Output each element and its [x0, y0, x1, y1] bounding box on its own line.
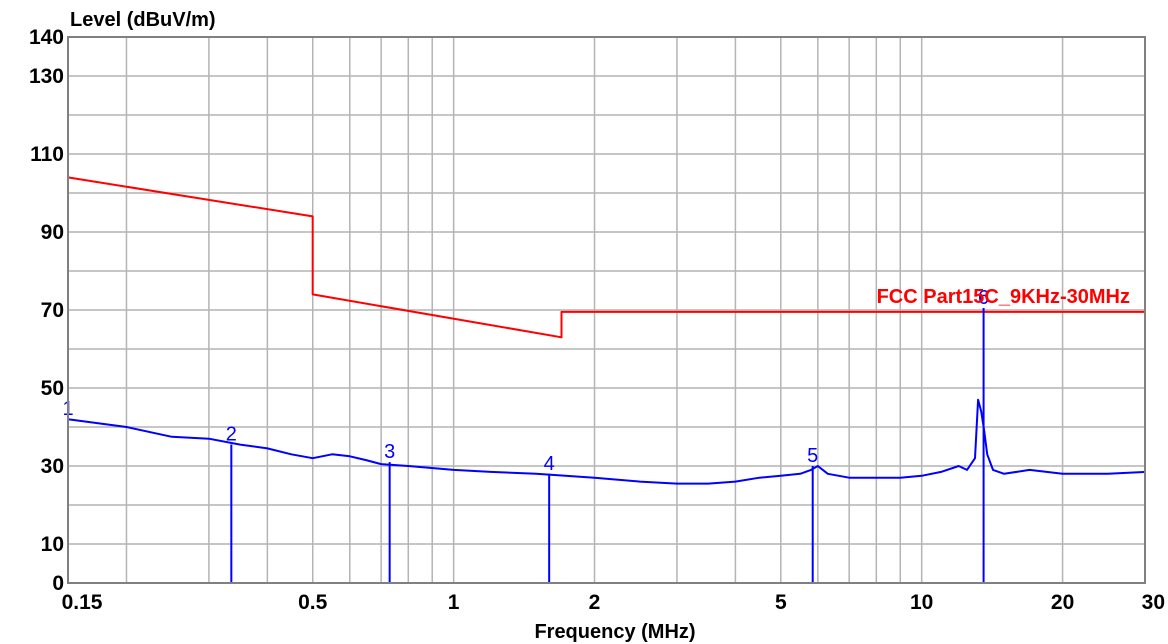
- y-tick-label: 130: [29, 65, 64, 88]
- limit-line-label: FCC Part15C_9KHz-30MHz: [877, 286, 1130, 308]
- grid-lines: [68, 37, 1146, 583]
- y-tick-label: 0: [52, 572, 64, 595]
- x-tick-label: 2: [589, 591, 601, 614]
- plot-frame: [67, 36, 1146, 584]
- y-tick-label: 90: [41, 221, 64, 244]
- marker-label-6: 6: [978, 287, 989, 309]
- x-tick-label: 10: [910, 591, 933, 614]
- x-tick-label: 1: [448, 591, 460, 614]
- x-tick-label: 0.15: [62, 591, 103, 614]
- tick-labels: 0 10 30 50 70 90 110 130 140 0.15 0.5 1 2 5 10 20 30: [29, 26, 1165, 614]
- y-axis-label: Level (dBuV/m): [70, 9, 216, 31]
- y-tick-label: 110: [30, 143, 64, 166]
- marker-label-4: 4: [544, 453, 555, 475]
- y-tick-label: 70: [41, 299, 64, 322]
- x-axis-label: Frequency (MHz): [534, 621, 695, 643]
- x-tick-label: 5: [775, 591, 787, 614]
- limit-line: [67, 176, 1145, 339]
- x-tick-label: 0.5: [298, 591, 328, 614]
- x-tick-label: 20: [1051, 591, 1074, 614]
- marker-label-3: 3: [384, 441, 395, 463]
- x-tick-label: 30: [1142, 591, 1165, 614]
- y-tick-label: 140: [29, 26, 64, 49]
- y-tick-label: 30: [41, 455, 64, 478]
- y-tick-label: 10: [41, 533, 64, 556]
- y-tick-label: 50: [41, 377, 64, 400]
- marker-label-5: 5: [807, 445, 818, 467]
- marker-label-2: 2: [226, 424, 237, 446]
